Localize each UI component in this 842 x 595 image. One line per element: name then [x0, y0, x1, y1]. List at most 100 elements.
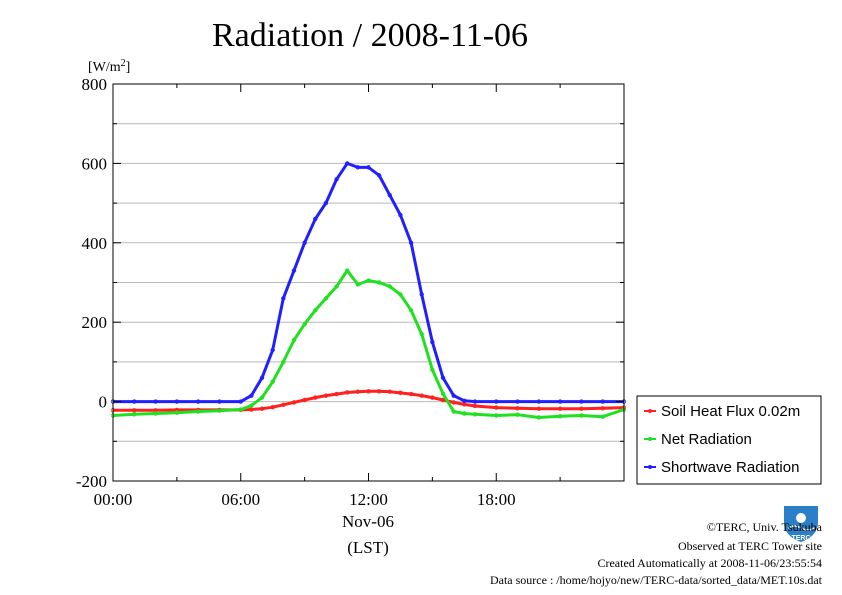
data-point	[440, 391, 446, 396]
legend-label: Soil Heat Flux 0.02m	[661, 403, 800, 420]
data-point	[408, 240, 414, 245]
legend-marker	[648, 437, 652, 441]
legend-marker	[648, 409, 652, 413]
data-point	[440, 397, 446, 403]
data-point	[345, 161, 350, 166]
chart-title: Radiation / 2008-11-06	[212, 17, 528, 54]
data-point	[270, 347, 275, 353]
data-point	[259, 375, 265, 380]
data-point	[430, 367, 435, 373]
data-point	[270, 404, 275, 410]
data-point	[270, 379, 275, 384]
data-point	[398, 390, 403, 396]
data-point	[419, 393, 424, 398]
data-point	[291, 268, 297, 273]
data-point	[132, 399, 137, 404]
data-point	[536, 399, 542, 404]
data-point	[153, 411, 158, 416]
data-point	[259, 395, 265, 400]
data-point	[366, 165, 371, 170]
data-point	[557, 414, 563, 419]
logo-text: TERC	[791, 535, 810, 542]
data-point	[376, 173, 382, 178]
data-point	[387, 389, 392, 394]
data-point	[334, 284, 339, 289]
data-point	[238, 407, 243, 412]
x-tick-label: 12:00	[349, 490, 388, 509]
data-point	[600, 399, 605, 404]
axis-ticks	[112, 83, 624, 482]
data-point	[355, 282, 361, 287]
data-point	[579, 413, 584, 418]
data-point	[376, 280, 382, 285]
legend-marker	[648, 465, 652, 469]
data-point	[408, 391, 414, 397]
footer-copyright: ©TERC, Univ. Tsukuba	[707, 520, 823, 534]
y-tick-labels: -200 0 200 400 600 800	[76, 75, 107, 491]
data-point	[323, 200, 329, 206]
data-point	[302, 397, 307, 403]
data-point	[132, 412, 137, 417]
data-point	[387, 192, 392, 198]
data-point	[579, 406, 584, 411]
footer-source: Data source : /home/hojyo/new/TERC-data/…	[490, 573, 823, 587]
data-point	[579, 399, 584, 404]
legend-label: Net Radiation	[661, 431, 752, 448]
data-point	[355, 389, 361, 394]
data-point	[557, 406, 563, 411]
footer-observed: Observed at TERC Tower site	[678, 539, 822, 553]
data-point	[515, 406, 520, 411]
data-point	[440, 375, 446, 380]
data-point	[494, 405, 499, 410]
data-point	[451, 393, 456, 398]
data-point	[472, 403, 478, 409]
x-tick-labels: 00:00 06:00 12:00 18:00	[94, 490, 516, 509]
data-point	[345, 268, 350, 273]
data-point	[334, 391, 339, 397]
data-point	[345, 390, 350, 395]
data-point	[153, 399, 158, 404]
series-line-2	[113, 161, 624, 404]
y-tick-label: 600	[82, 154, 108, 173]
data-point	[430, 395, 435, 400]
data-point	[430, 339, 435, 345]
data-point	[313, 216, 318, 222]
logo-shield-icon	[784, 506, 818, 542]
data-point	[494, 399, 499, 404]
y-tick-label: 400	[82, 234, 108, 253]
data-point	[600, 414, 605, 419]
data-point	[281, 402, 286, 407]
legend-box	[636, 395, 822, 485]
x-tick-label: 00:00	[94, 490, 133, 509]
data-point	[536, 415, 542, 420]
data-point	[355, 165, 361, 170]
data-point	[387, 284, 392, 289]
data-point	[302, 240, 307, 245]
data-point	[291, 400, 297, 405]
y-tick-label: 800	[82, 75, 108, 94]
x-tick-label: 06:00	[221, 490, 260, 509]
x-axis-date-label: Nov-06	[342, 512, 394, 531]
data-point	[557, 399, 563, 404]
data-point	[323, 296, 329, 301]
legend-entries: Soil Heat Flux 0.02m Net Radiation Shortwa…	[644, 403, 800, 476]
data-point	[536, 406, 542, 411]
data-point	[174, 410, 180, 415]
data-point	[366, 389, 371, 394]
data-point	[291, 337, 297, 343]
data-point	[462, 398, 467, 404]
x-axis-label: (LST)	[347, 538, 389, 557]
data-point	[323, 393, 329, 398]
data-point	[419, 292, 424, 297]
y-tick-label: -200	[76, 472, 107, 491]
footer-created: Created Automatically at 2008-11-06/23:5…	[597, 556, 822, 570]
data-series	[110, 161, 627, 420]
data-point	[217, 408, 222, 413]
data-point	[398, 292, 403, 297]
y-axis-unit: [W/m2]	[88, 58, 130, 75]
data-point	[217, 399, 222, 404]
logo-emblem-icon	[796, 513, 806, 523]
data-point	[515, 412, 520, 417]
data-point	[398, 212, 403, 218]
